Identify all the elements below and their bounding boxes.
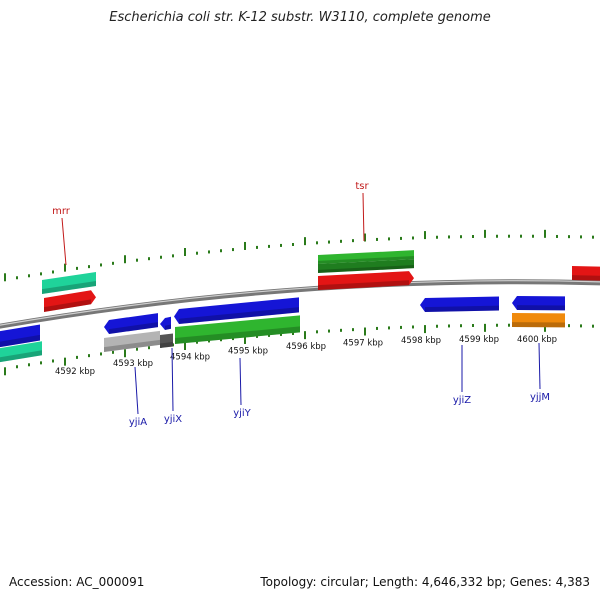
gene-block-teal-top-shade	[42, 281, 96, 294]
gene-block-yjjM-shade	[517, 305, 565, 311]
gene-block-tsr[interactable]	[318, 271, 414, 290]
tick-label: 4600 kbp	[517, 335, 557, 345]
gene-block-yjiA-gray-shade	[104, 339, 160, 352]
gene-block-yjiY[interactable]	[174, 297, 299, 324]
gene-block-yjiA[interactable]	[104, 313, 158, 334]
gene-block-mrr[interactable]	[44, 290, 96, 312]
gene-leader-yjiy	[239, 357, 242, 406]
gene-block-yjiA-gray[interactable]	[104, 330, 160, 352]
gene-block-teal-left[interactable]	[0, 341, 42, 363]
gene-label-yjjm[interactable]: yjjM	[530, 392, 550, 403]
tick-label-row: 4592 kbp 4593 kbp 4594 kbp 4595 kbp 4596 kbp…	[55, 335, 557, 377]
gene-leader-yjjm	[538, 342, 541, 390]
gene-block-tsr-green-b-shade	[318, 265, 414, 273]
genome-title: Escherichia coli str. K-12 substr. W3110…	[109, 10, 491, 25]
top-tick-row	[4, 229, 594, 282]
gene-block-yjiA-shade	[109, 322, 158, 334]
gene-block-teal-top[interactable]	[42, 271, 96, 294]
tick-label: 4599 kbp	[459, 335, 499, 345]
gene-block-yjiX-gray-shade	[160, 341, 173, 348]
gene-block-tsr-green-a[interactable]	[318, 250, 414, 264]
gene-label-tsr[interactable]: tsr	[355, 181, 369, 192]
tick-label: 4593 kbp	[113, 359, 153, 369]
accession-text: Accession: AC_000091	[9, 575, 145, 589]
gene-block-yjiY-green-shade	[175, 326, 300, 344]
tick-label: 4598 kbp	[401, 336, 441, 346]
gene-block-yjiY-shade	[179, 307, 299, 324]
gene-leader-yjia	[134, 366, 139, 415]
gene-leader-mrr	[61, 217, 67, 266]
gene-leader-yjix	[171, 347, 174, 412]
gene-block-tsr-green-a-shade	[318, 256, 414, 264]
gene-label-yjia[interactable]: yjiA	[129, 417, 147, 428]
gene-label-yjiy[interactable]: yjiY	[233, 408, 251, 419]
gene-block-yjiY-green[interactable]	[175, 315, 300, 344]
tick-label: 4594 kbp	[170, 352, 210, 362]
gene-block-teal-left-shade	[0, 350, 42, 363]
gene-block-yjiX-shade	[165, 324, 171, 330]
gene-leader-tsr	[362, 192, 365, 242]
tick-label: 4597 kbp	[343, 339, 383, 349]
gene-block-tsr-green-b[interactable]	[318, 259, 414, 273]
tick-label: 4595 kbp	[228, 347, 268, 357]
genome-backbone-highlight	[0, 280, 600, 326]
gene-block-yjjM-orange-shade	[512, 322, 565, 328]
gene-label-mrr[interactable]: mrr	[52, 206, 71, 217]
gene-block-yjjM[interactable]	[512, 296, 565, 311]
genome-backbone	[0, 279, 600, 329]
gene-block-yjiZ[interactable]	[420, 296, 499, 312]
tick-label: 4596 kbp	[286, 342, 326, 352]
gene-label-group: mrr tsr yjiA yjiX yjiY yjiZ yjjM	[52, 181, 550, 428]
gene-block-yjjM-orange[interactable]	[512, 313, 565, 328]
gene-label-yjiz[interactable]: yjiZ	[453, 395, 471, 406]
gene-block-mrr-shade	[44, 299, 91, 312]
gene-block-blue-left[interactable]	[0, 324, 40, 348]
feature-track	[0, 250, 600, 363]
gene-block-blue-left-shade	[0, 334, 40, 348]
gene-label-yjix[interactable]: yjiX	[164, 414, 182, 425]
gene-block-yjiZ-shade	[425, 305, 499, 312]
gene-block-tsr-shade	[318, 280, 409, 290]
gene-block-red-edge-shade	[572, 275, 600, 281]
topology-text: Topology: circular; Length: 4,646,332 bp…	[260, 575, 590, 589]
gene-block-yjiX-gray[interactable]	[160, 333, 173, 348]
gene-block-yjiX[interactable]	[160, 316, 171, 330]
tick-label: 4592 kbp	[55, 367, 95, 377]
gene-block-red-edge[interactable]	[572, 266, 600, 281]
